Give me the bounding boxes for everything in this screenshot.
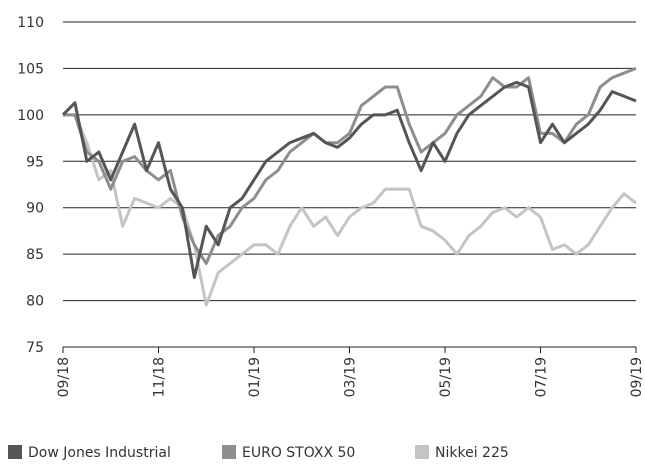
y-tick-label: 100 <box>17 108 44 124</box>
x-tick-label: 09/18 <box>56 357 72 397</box>
legend-swatch <box>415 445 429 459</box>
legend-label: Dow Jones Industrial <box>28 445 171 461</box>
x-tick-label: 05/19 <box>438 357 454 397</box>
y-tick-label: 90 <box>26 201 44 217</box>
series-line <box>63 113 637 307</box>
legend-swatch <box>222 445 236 459</box>
x-tick-label: 03/19 <box>343 357 359 397</box>
y-tick-label: 95 <box>26 154 44 170</box>
legend-swatch <box>8 445 22 459</box>
y-tick-label: 80 <box>26 294 44 310</box>
y-tick-label: 85 <box>26 247 44 263</box>
x-tick-label: 11/18 <box>152 357 168 397</box>
legend-label: Nikkei 225 <box>435 445 509 461</box>
y-tick-label: 110 <box>17 15 44 31</box>
y-tick-label: 75 <box>26 340 44 356</box>
x-tick-label: 01/19 <box>247 357 263 397</box>
x-tick-label: 07/19 <box>534 357 550 397</box>
series-line <box>63 67 637 265</box>
x-tick-label: 09/19 <box>629 357 645 397</box>
y-tick-label: 105 <box>17 61 44 77</box>
legend-label: EURO STOXX 50 <box>242 445 355 461</box>
series-line <box>61 80 637 279</box>
